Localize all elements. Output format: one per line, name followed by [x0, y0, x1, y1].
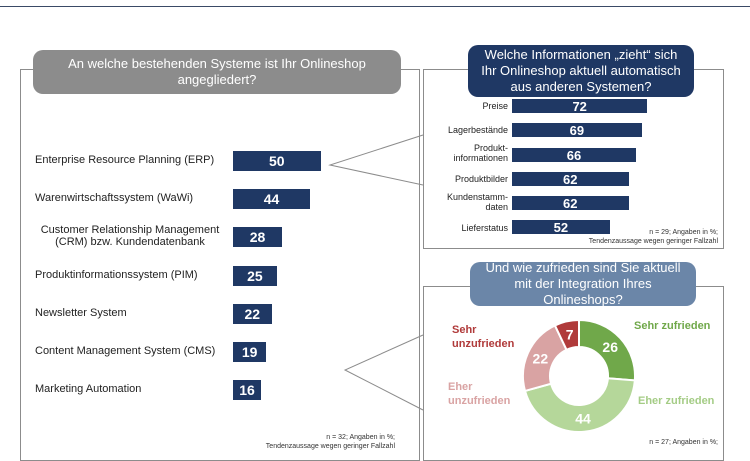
right-category-label-2-line-1: informationen	[453, 153, 508, 163]
left-category-label-1: Warenwirtschaftssystem (WaWi)	[35, 192, 194, 204]
label-sehr-zufrieden: Sehr zufrieden	[634, 320, 711, 332]
right-bar-value-2: 66	[566, 147, 582, 163]
right-bar-value-0: 72	[572, 98, 587, 114]
right-bar-value-3: 62	[563, 171, 578, 187]
donut-value-sehr-unzufrieden: 7	[566, 327, 574, 343]
left-category-label-6: Marketing Automation	[35, 383, 142, 395]
right-category-label-3: Produktbilder	[454, 174, 508, 184]
top-right-question-bubble: Welche Informationen „zieht“ sich Ihr On…	[468, 45, 694, 97]
left-bar-3: 25	[233, 266, 277, 286]
donut-value-eher-unzufrieden: 22	[533, 350, 549, 366]
left-category-label-2: Customer Relationship Management (CRM) b…	[35, 224, 225, 248]
right-category-label-4-line-1: daten	[485, 202, 508, 212]
right-category-label-0: Preise	[482, 101, 508, 111]
right-category-label-5: Lieferstatus	[461, 223, 508, 233]
donut-slice-sehr-unzufrieden	[553, 318, 580, 352]
left-bar-5: 19	[233, 342, 267, 362]
bottom-right-question-bubble: Und wie zufrieden sind Sie aktuell mit d…	[470, 260, 696, 307]
right-bar-value-5: 52	[553, 219, 569, 235]
right-note-line1: n = 29; Angaben in %;	[649, 229, 718, 236]
callout-lines	[328, 134, 424, 411]
left-bar-value-6: 16	[239, 382, 255, 398]
left-category-label-2-line-1: (CRM) bzw. Kundendatenbank	[55, 236, 205, 248]
left-question-text: An welche bestehenden Systeme ist Ihr On…	[68, 56, 366, 87]
right-bar-0: 72	[512, 98, 648, 114]
top-divider	[0, 6, 750, 7]
right-category-label-1: Lagerbestände	[447, 125, 508, 135]
label-eher-unzufrieden: Eher unzufrieden	[448, 380, 510, 408]
label-eher-unzufrieden-line-1: unzufrieden	[448, 395, 511, 407]
left-bar-1: 44	[233, 189, 310, 209]
bottom-note: n = 27; Angaben in %;	[580, 438, 718, 447]
right-bar-1: 69	[512, 122, 642, 138]
bottom-right-question-text: Und wie zufrieden sind Sie aktuell mit d…	[485, 260, 681, 307]
right-note: n = 29; Angaben in %; Tendenzaussage weg…	[560, 228, 718, 246]
right-bar-2: 66	[512, 147, 637, 163]
left-bar-value-1: 44	[263, 191, 280, 207]
left-category-label-0: Enterprise Resource Planning (ERP)	[35, 154, 215, 166]
left-bar-2: 28	[233, 227, 282, 247]
left-category-label-2-line-0: Customer Relationship Management	[40, 224, 220, 236]
left-bar-0: 50	[233, 151, 321, 171]
left-bar-6: 16	[233, 380, 261, 400]
callout-top-line	[328, 134, 424, 186]
donut-svg: 26 44 22 7	[522, 318, 636, 433]
right-bar-5: 52	[512, 219, 610, 235]
right-category-label-4-line-0: Kundenstamm-	[446, 192, 508, 202]
left-category-label-4: Newsletter System	[35, 307, 127, 319]
right-category-label-2: Produkt- informationen	[436, 143, 508, 163]
label-eher-unzufrieden-line-0: Eher	[448, 381, 473, 393]
right-category-label-4: Kundenstamm- daten	[436, 192, 508, 212]
right-bar-value-4: 62	[563, 195, 578, 211]
donut-value-eher-zufrieden: 44	[575, 410, 591, 426]
label-sehr-unzufrieden-line-0: Sehr	[452, 324, 477, 336]
left-category-label-3: Produktinformationssystem (PIM)	[35, 269, 198, 281]
left-bar-value-2: 28	[249, 229, 266, 245]
left-bar-value-0: 50	[268, 153, 285, 169]
donut-value-sehr-zufrieden: 26	[602, 339, 618, 355]
top-right-question-text: Welche Informationen „zieht“ sich Ihr On…	[481, 47, 681, 94]
left-bar-4: 22	[233, 304, 272, 324]
right-bar-value-1: 69	[569, 122, 585, 138]
left-note: n = 32; Angaben in %; Tendenzaussage weg…	[200, 433, 395, 451]
left-category-label-5: Content Management System (CMS)	[35, 345, 216, 357]
right-note-line2: Tendenzaussage wegen geringer Fallzahl	[588, 238, 718, 245]
left-bar-value-5: 19	[241, 344, 258, 360]
left-note-line2: Tendenzaussage wegen geringer Fallzahl	[265, 443, 395, 450]
right-category-label-2-line-0: Produkt-	[473, 143, 508, 153]
right-bar-3: 62	[512, 171, 629, 187]
bottom-note-line1: n = 27; Angaben in %;	[649, 439, 718, 446]
callout-bottom-line	[343, 334, 424, 411]
donut-slice-eher-zufrieden	[523, 377, 636, 433]
label-eher-zufrieden: Eher zufrieden	[638, 395, 715, 407]
left-bar-value-3: 25	[247, 268, 263, 284]
label-sehr-unzufrieden-line-1: unzufrieden	[452, 338, 515, 350]
label-sehr-unzufrieden: Sehr unzufrieden	[452, 323, 514, 351]
left-bar-value-4: 22	[244, 306, 261, 322]
left-note-line1: n = 32; Angaben in %;	[326, 434, 395, 441]
right-bar-4: 62	[512, 195, 629, 211]
left-question-bubble: An welche bestehenden Systeme ist Ihr On…	[33, 50, 401, 94]
